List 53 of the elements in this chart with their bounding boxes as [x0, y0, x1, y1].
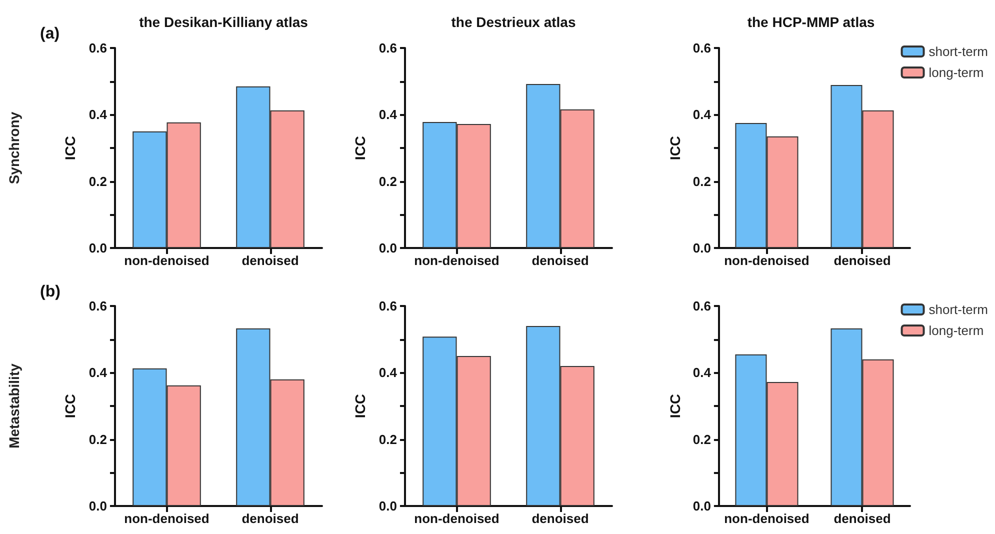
text: Metastability: [6, 363, 22, 448]
x-tick-label: non-denoised: [124, 253, 210, 268]
x-tick-label: non-denoised: [724, 253, 810, 268]
y-axis-title: ICC: [667, 136, 683, 160]
x-tick-label: denoised: [834, 253, 891, 268]
y-tick-label: 0.0: [378, 240, 397, 256]
text: (a): [40, 26, 60, 42]
y-tick-label: 0.6: [378, 298, 397, 314]
legend-label: long-term: [928, 65, 984, 80]
y-tick-label: 0.4: [88, 365, 108, 380]
y-tick-label: 0.2: [88, 174, 107, 189]
y-tick-label: 0.4: [692, 365, 712, 380]
x-tick-label: non-denoised: [724, 511, 810, 526]
legend-label: long-term: [928, 323, 984, 338]
x-tick-label: non-denoised: [414, 511, 500, 526]
x-tick-label: denoised: [532, 511, 589, 526]
y-tick-label: 0.4: [88, 107, 108, 122]
x-tick-label: denoised: [242, 253, 299, 268]
y-tick-label: 0.0: [88, 240, 107, 256]
chart-title: the HCP-MMP atlas: [747, 14, 875, 30]
y-tick-label: 0.2: [88, 432, 107, 447]
y-axis-title: ICC: [667, 394, 683, 418]
x-tick-label: denoised: [242, 511, 299, 526]
y-tick-label: 0.0: [88, 498, 107, 514]
y-tick-label: 0.0: [378, 498, 397, 514]
y-tick-label: 0.2: [378, 174, 397, 189]
y-tick-label: 0.2: [692, 174, 711, 189]
legend-label: short-term: [928, 302, 988, 317]
y-axis-title: ICC: [352, 394, 368, 418]
y-tick-label: 0.0: [692, 240, 711, 256]
x-tick-label: denoised: [834, 511, 891, 526]
y-tick-label: 0.6: [378, 40, 397, 56]
y-tick-label: 0.4: [692, 107, 712, 122]
legend-label: short-term: [928, 44, 988, 59]
chart-title: the Destrieux atlas: [451, 14, 576, 30]
x-tick-label: non-denoised: [414, 253, 500, 268]
y-tick-label: 0.6: [692, 298, 711, 314]
text: (b): [40, 284, 60, 300]
y-tick-label: 0.6: [88, 298, 107, 314]
y-tick-label: 0.2: [692, 432, 711, 447]
y-tick-label: 0.4: [378, 107, 398, 122]
y-tick-label: 0.6: [692, 40, 711, 56]
y-axis-title: ICC: [62, 136, 78, 160]
y-tick-label: 0.6: [88, 40, 107, 56]
y-tick-label: 0.2: [378, 432, 397, 447]
y-axis-title: ICC: [62, 394, 78, 418]
x-tick-label: non-denoised: [124, 511, 210, 526]
chart-title: the Desikan-Killiany atlas: [139, 14, 308, 30]
y-tick-label: 0.0: [692, 498, 711, 514]
y-axis-title: ICC: [352, 136, 368, 160]
x-tick-label: denoised: [532, 253, 589, 268]
y-tick-label: 0.4: [378, 365, 398, 380]
text: Synchrony: [6, 112, 22, 184]
